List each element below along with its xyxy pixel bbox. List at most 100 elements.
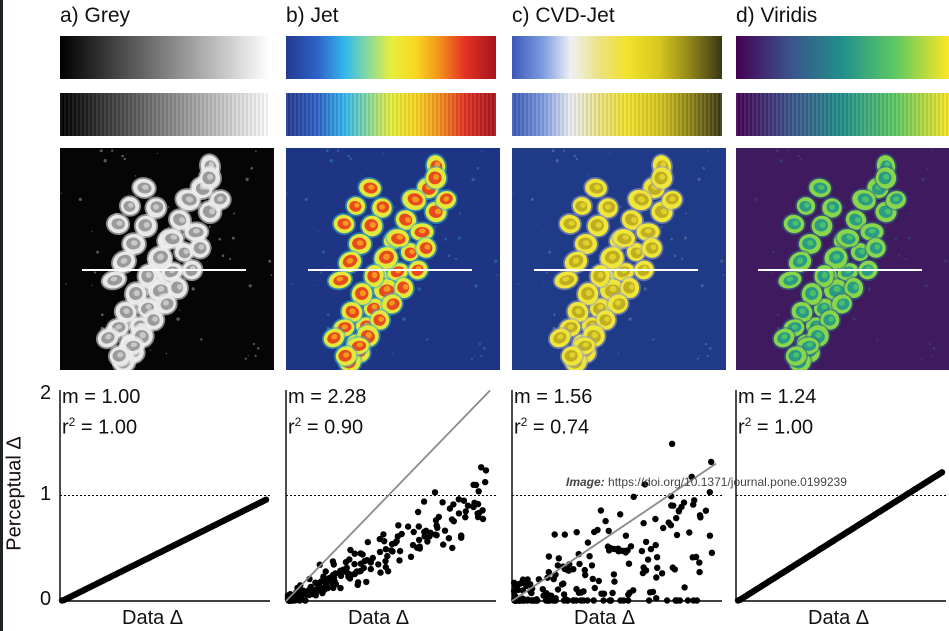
data-point [363, 578, 370, 586]
noise-speck [255, 150, 257, 152]
noise-speck [551, 149, 555, 153]
cell-core [356, 342, 364, 348]
noise-speck [417, 287, 421, 291]
cell-core [568, 220, 575, 226]
cell-core [157, 253, 165, 260]
panel-a-slope: m = 1.00 [62, 386, 141, 408]
cell [771, 326, 797, 350]
noise-speck [553, 313, 556, 316]
noise-speck [867, 287, 871, 291]
data-point [330, 561, 337, 568]
data-point [581, 566, 588, 574]
data-point [672, 597, 679, 604]
noise-speck [608, 152, 610, 154]
data-point [458, 532, 465, 539]
data-point [396, 557, 403, 564]
noise-speck [247, 355, 249, 357]
data-point [519, 579, 526, 586]
viridis-banded-colorbar [736, 93, 949, 136]
cell-core [123, 308, 130, 314]
cell [359, 213, 385, 239]
data-point [407, 553, 415, 560]
cell-core [635, 249, 641, 255]
noise-speck [250, 167, 253, 170]
cell [321, 326, 347, 350]
noise-speck [797, 154, 800, 158]
cell-core [128, 202, 134, 208]
data-point [395, 522, 402, 529]
cell-core [828, 316, 834, 322]
data-point [675, 508, 683, 515]
data-point [545, 568, 552, 576]
data-point [351, 560, 358, 568]
data-point [555, 555, 562, 562]
noise-speck [699, 355, 701, 357]
noise-speck [320, 271, 323, 274]
cell-core [192, 228, 200, 234]
data-point [558, 581, 566, 588]
data-point [597, 507, 605, 514]
noise-speck [924, 284, 928, 288]
noise-speck [894, 237, 897, 241]
data-point [658, 570, 666, 577]
data-point [404, 523, 412, 530]
cell [552, 269, 580, 291]
data-point [439, 499, 446, 506]
cell [787, 249, 813, 275]
cell [393, 276, 415, 300]
cell-core [567, 324, 574, 330]
data-point [449, 544, 456, 552]
data-point [323, 582, 330, 590]
data-point [262, 496, 270, 503]
cell [596, 196, 620, 220]
image-credit[interactable]: Image: https://doi.org/10.1371/journal.p… [566, 475, 847, 489]
cell-core [660, 208, 668, 215]
cell [414, 236, 438, 260]
cell-core [595, 222, 602, 228]
cell [640, 236, 664, 260]
cell-core [443, 196, 450, 202]
data-point [369, 554, 376, 562]
cell-core [874, 244, 881, 250]
data-point [673, 514, 680, 522]
data-point [360, 564, 367, 572]
noise-speck [700, 284, 704, 288]
data-point [367, 565, 374, 573]
noise-speck [91, 284, 93, 286]
data-point [547, 592, 555, 599]
noise-speck [459, 212, 462, 215]
data-point [630, 493, 637, 500]
noise-speck [231, 236, 235, 240]
data-point [653, 574, 660, 581]
cell-core [198, 244, 205, 250]
cell-core [855, 217, 862, 223]
cell-core [359, 290, 366, 297]
cell [874, 165, 898, 191]
noise-speck [101, 313, 104, 316]
noise-speck [375, 349, 378, 352]
cell [583, 177, 609, 199]
panel-c-xlabel: Data Δ [574, 607, 636, 629]
data-point [433, 532, 440, 539]
data-point [337, 584, 344, 592]
noise-speck [329, 159, 333, 163]
cell-core [343, 352, 350, 358]
cell [626, 188, 654, 212]
data-point [620, 597, 627, 604]
noise-speck [393, 206, 396, 208]
data-point [446, 505, 454, 512]
data-point [549, 597, 557, 604]
data-point [375, 561, 382, 568]
cell [123, 281, 149, 307]
cell [557, 212, 583, 236]
cvd-jet-banded-colorbar [512, 93, 722, 136]
data-point [382, 558, 389, 565]
cell [400, 188, 428, 212]
cell-core [403, 284, 409, 290]
data-point [640, 564, 647, 571]
panel-c-title: c) CVD-Jet [512, 4, 615, 27]
data-point [382, 563, 389, 571]
data-point [589, 575, 596, 583]
data-point [595, 577, 602, 585]
data-point [586, 553, 593, 560]
